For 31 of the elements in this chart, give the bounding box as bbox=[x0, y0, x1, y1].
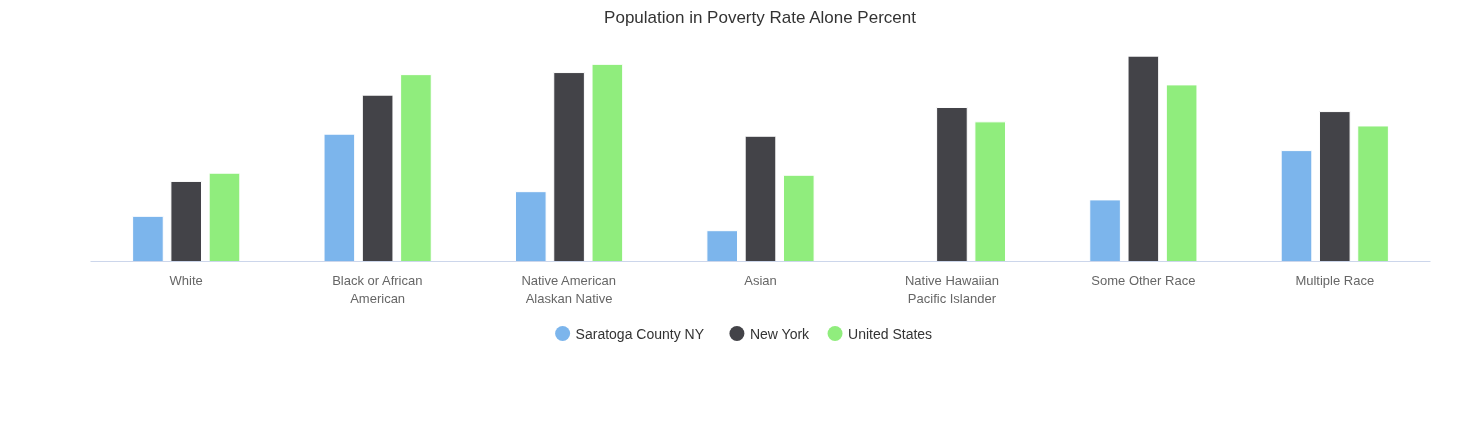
bar bbox=[1127, 55, 1160, 262]
bar bbox=[553, 72, 585, 262]
bar bbox=[782, 174, 815, 262]
chart-title: Population in Poverty Rate Alone Percent bbox=[604, 7, 917, 27]
x-tick-label: Native Hawaiian Pacific Islander bbox=[904, 272, 999, 306]
x-tick-label: Asian bbox=[744, 272, 777, 288]
legend-label: Saratoga County NY bbox=[575, 325, 705, 342]
x-tick-label: Multiple Race bbox=[1295, 272, 1375, 288]
bar bbox=[706, 230, 739, 262]
bar bbox=[1165, 84, 1198, 262]
bar bbox=[400, 74, 432, 262]
x-tick-label: Black or African American bbox=[332, 272, 423, 306]
bar bbox=[132, 215, 164, 262]
x-tick-label: White bbox=[169, 272, 203, 288]
bar bbox=[323, 133, 356, 262]
bar bbox=[591, 63, 624, 262]
bar bbox=[744, 135, 777, 262]
bar bbox=[514, 191, 547, 262]
x-tick-label: Native American Alaskan Native bbox=[521, 272, 617, 306]
bar bbox=[1318, 111, 1351, 262]
legend-label: New York bbox=[749, 325, 811, 342]
bar bbox=[1357, 125, 1389, 262]
bar bbox=[208, 172, 241, 262]
bar bbox=[361, 94, 394, 262]
bar bbox=[974, 121, 1007, 262]
legend-label: United States bbox=[848, 325, 933, 342]
bar bbox=[1089, 199, 1121, 262]
bar bbox=[936, 106, 968, 262]
x-tick-label: Some Other Race bbox=[1091, 272, 1196, 288]
bar bbox=[170, 180, 203, 262]
bar bbox=[1280, 150, 1313, 262]
